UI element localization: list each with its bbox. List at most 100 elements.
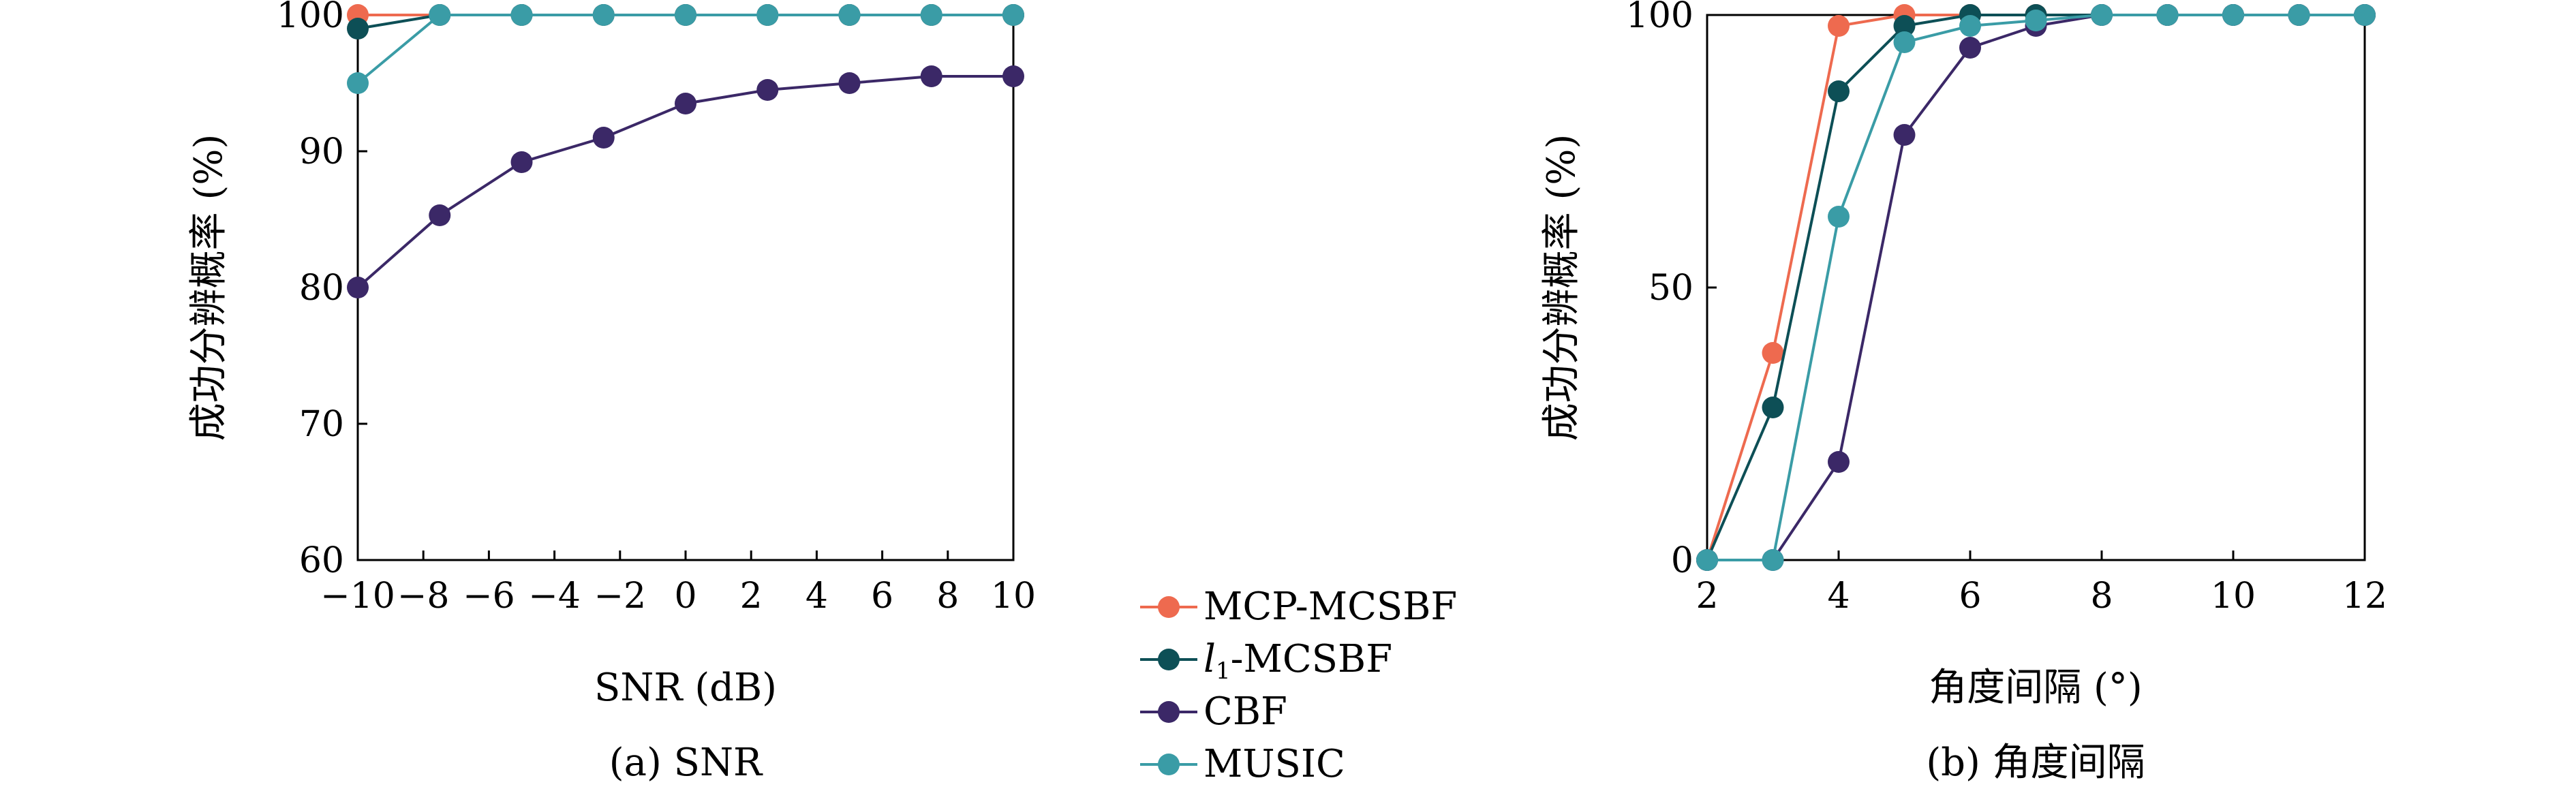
data-point <box>1893 15 1916 37</box>
panel-a-x-tick-label: 2 <box>740 576 763 617</box>
legend-item-mcp-mcsbf: MCP-MCSBF <box>1140 585 1457 629</box>
data-point <box>510 4 533 26</box>
panel-b-x-ticks: 2 4 6 8 10 12 <box>1696 550 2387 617</box>
panel-b-series <box>1696 4 2376 571</box>
panel-a-x-ticks: −10 −8 −6 −4 −2 0 2 4 6 8 10 <box>320 550 1036 617</box>
legend: MCP-MCSBF l1-MCSBF CBF MUSIC <box>1140 585 1457 786</box>
panel-a-series-cbf <box>347 65 1024 298</box>
data-point <box>756 79 779 101</box>
data-point <box>2222 4 2244 26</box>
legend-swatch-marker <box>1158 649 1180 670</box>
panel-b-x-tick-label: 10 <box>2211 576 2256 617</box>
panel-b-y-tick-label: 100 <box>1626 0 1693 36</box>
legend-swatch-marker <box>1158 701 1180 723</box>
panel-a-y-tick-label: 80 <box>299 268 344 309</box>
panel-b-x-tick-label: 4 <box>1827 576 1850 617</box>
data-point <box>838 72 861 94</box>
data-point <box>1762 342 1784 364</box>
series-line <box>1706 14 2365 561</box>
data-point <box>838 4 861 26</box>
data-point <box>1828 15 1850 37</box>
data-point <box>429 4 451 26</box>
panel-a-x-tick-label: 10 <box>991 576 1036 617</box>
data-point <box>756 4 779 26</box>
panel-a-x-tick-label: −4 <box>528 576 581 617</box>
panel-b-x-tick-label: 6 <box>1959 576 1981 617</box>
panel-a-x-tick-label: −6 <box>463 576 515 617</box>
panel-a-y-tick-label: 60 <box>299 540 344 581</box>
legend-item-music: MUSIC <box>1140 742 1345 786</box>
panel-a-x-tick-label: 8 <box>936 576 959 617</box>
data-point <box>1893 31 1916 53</box>
panel-b-x-tick-label: 12 <box>2342 576 2387 617</box>
data-point <box>1762 397 1784 418</box>
legend-label: MUSIC <box>1203 742 1345 786</box>
panel-b-y-axis-title: 成功分辨概率 (%) <box>1539 134 1584 441</box>
panel-b-x-tick-label: 2 <box>1696 576 1718 617</box>
legend-item-l1-mcsbf: l1-MCSBF <box>1140 637 1392 685</box>
data-point <box>347 277 369 298</box>
panel-b-x-tick-label: 8 <box>2090 576 2113 617</box>
panel-a-x-tick-label: 4 <box>806 576 828 617</box>
data-point <box>1893 124 1916 146</box>
data-point <box>2025 10 2047 31</box>
panel-a-x-tick-label: −10 <box>320 576 395 617</box>
data-point <box>510 151 533 173</box>
legend-swatch-marker <box>1158 596 1180 618</box>
panel-a-x-tick-label: −8 <box>397 576 450 617</box>
data-point <box>675 93 696 114</box>
panel-a-y-ticks: 60 70 80 90 100 <box>277 0 367 581</box>
panel-b-angle-spacing: 2 4 6 8 10 12 0 50 100 角度间隔 (°) 成功分辨概率 (%) (b) … <box>1539 0 2387 785</box>
data-point <box>1002 4 1024 26</box>
data-point <box>2288 4 2310 26</box>
panel-b-y-tick-label: 0 <box>1671 540 1693 581</box>
data-point <box>1828 451 1850 473</box>
legend-item-cbf: CBF <box>1140 689 1287 734</box>
data-point <box>347 18 369 40</box>
legend-label: l1-MCSBF <box>1203 637 1392 685</box>
legend-label: CBF <box>1203 689 1287 734</box>
panel-b-y-tick-label: 50 <box>1649 268 1693 309</box>
data-point <box>1762 549 1784 571</box>
panel-a-x-axis-title: SNR (dB) <box>594 666 777 710</box>
data-point <box>920 65 942 87</box>
legend-swatch-marker <box>1158 754 1180 775</box>
panel-a-y-axis-title: 成功分辨概率 (%) <box>187 134 231 441</box>
data-point <box>2156 4 2179 26</box>
data-point <box>1959 15 1981 37</box>
data-point <box>347 72 369 94</box>
data-point <box>592 4 615 26</box>
panel-b-plot-frame <box>1706 14 2366 561</box>
series-line <box>1707 14 2365 561</box>
panel-b-series-l1-mcsbf <box>1696 4 2376 571</box>
series-line <box>1706 14 2365 561</box>
panel-a-x-tick-label: 6 <box>871 576 893 617</box>
data-point <box>2354 4 2376 26</box>
panel-b-y-ticks: 0 50 100 <box>1626 0 1717 581</box>
panel-b-series-music <box>1696 4 2376 571</box>
data-point <box>429 204 451 226</box>
data-point <box>1828 80 1850 102</box>
panel-a-y-tick-label: 70 <box>299 404 344 445</box>
panel-b-x-axis-title: 角度间隔 (°) <box>1929 666 2143 710</box>
panel-b-caption: (b) 角度间隔 <box>1926 741 2145 785</box>
panel-a-series <box>347 4 1024 298</box>
panel-a-x-tick-label: −2 <box>594 576 646 617</box>
panel-a-caption: (a) SNR <box>609 741 763 785</box>
panel-a-x-tick-label: 0 <box>674 576 696 617</box>
data-point <box>2091 4 2113 26</box>
data-point <box>592 127 615 149</box>
data-point <box>675 4 696 26</box>
legend-label: MCP-MCSBF <box>1203 585 1457 629</box>
panel-a-y-tick-label: 100 <box>277 0 344 36</box>
data-point <box>1696 549 1718 571</box>
panel-a-y-tick-label: 90 <box>299 131 344 172</box>
data-point <box>1002 65 1024 87</box>
data-point <box>920 4 942 26</box>
data-point <box>1828 206 1850 228</box>
data-point <box>1959 37 1981 59</box>
panel-a-series-music <box>347 4 1024 94</box>
series-line <box>1707 14 2365 561</box>
